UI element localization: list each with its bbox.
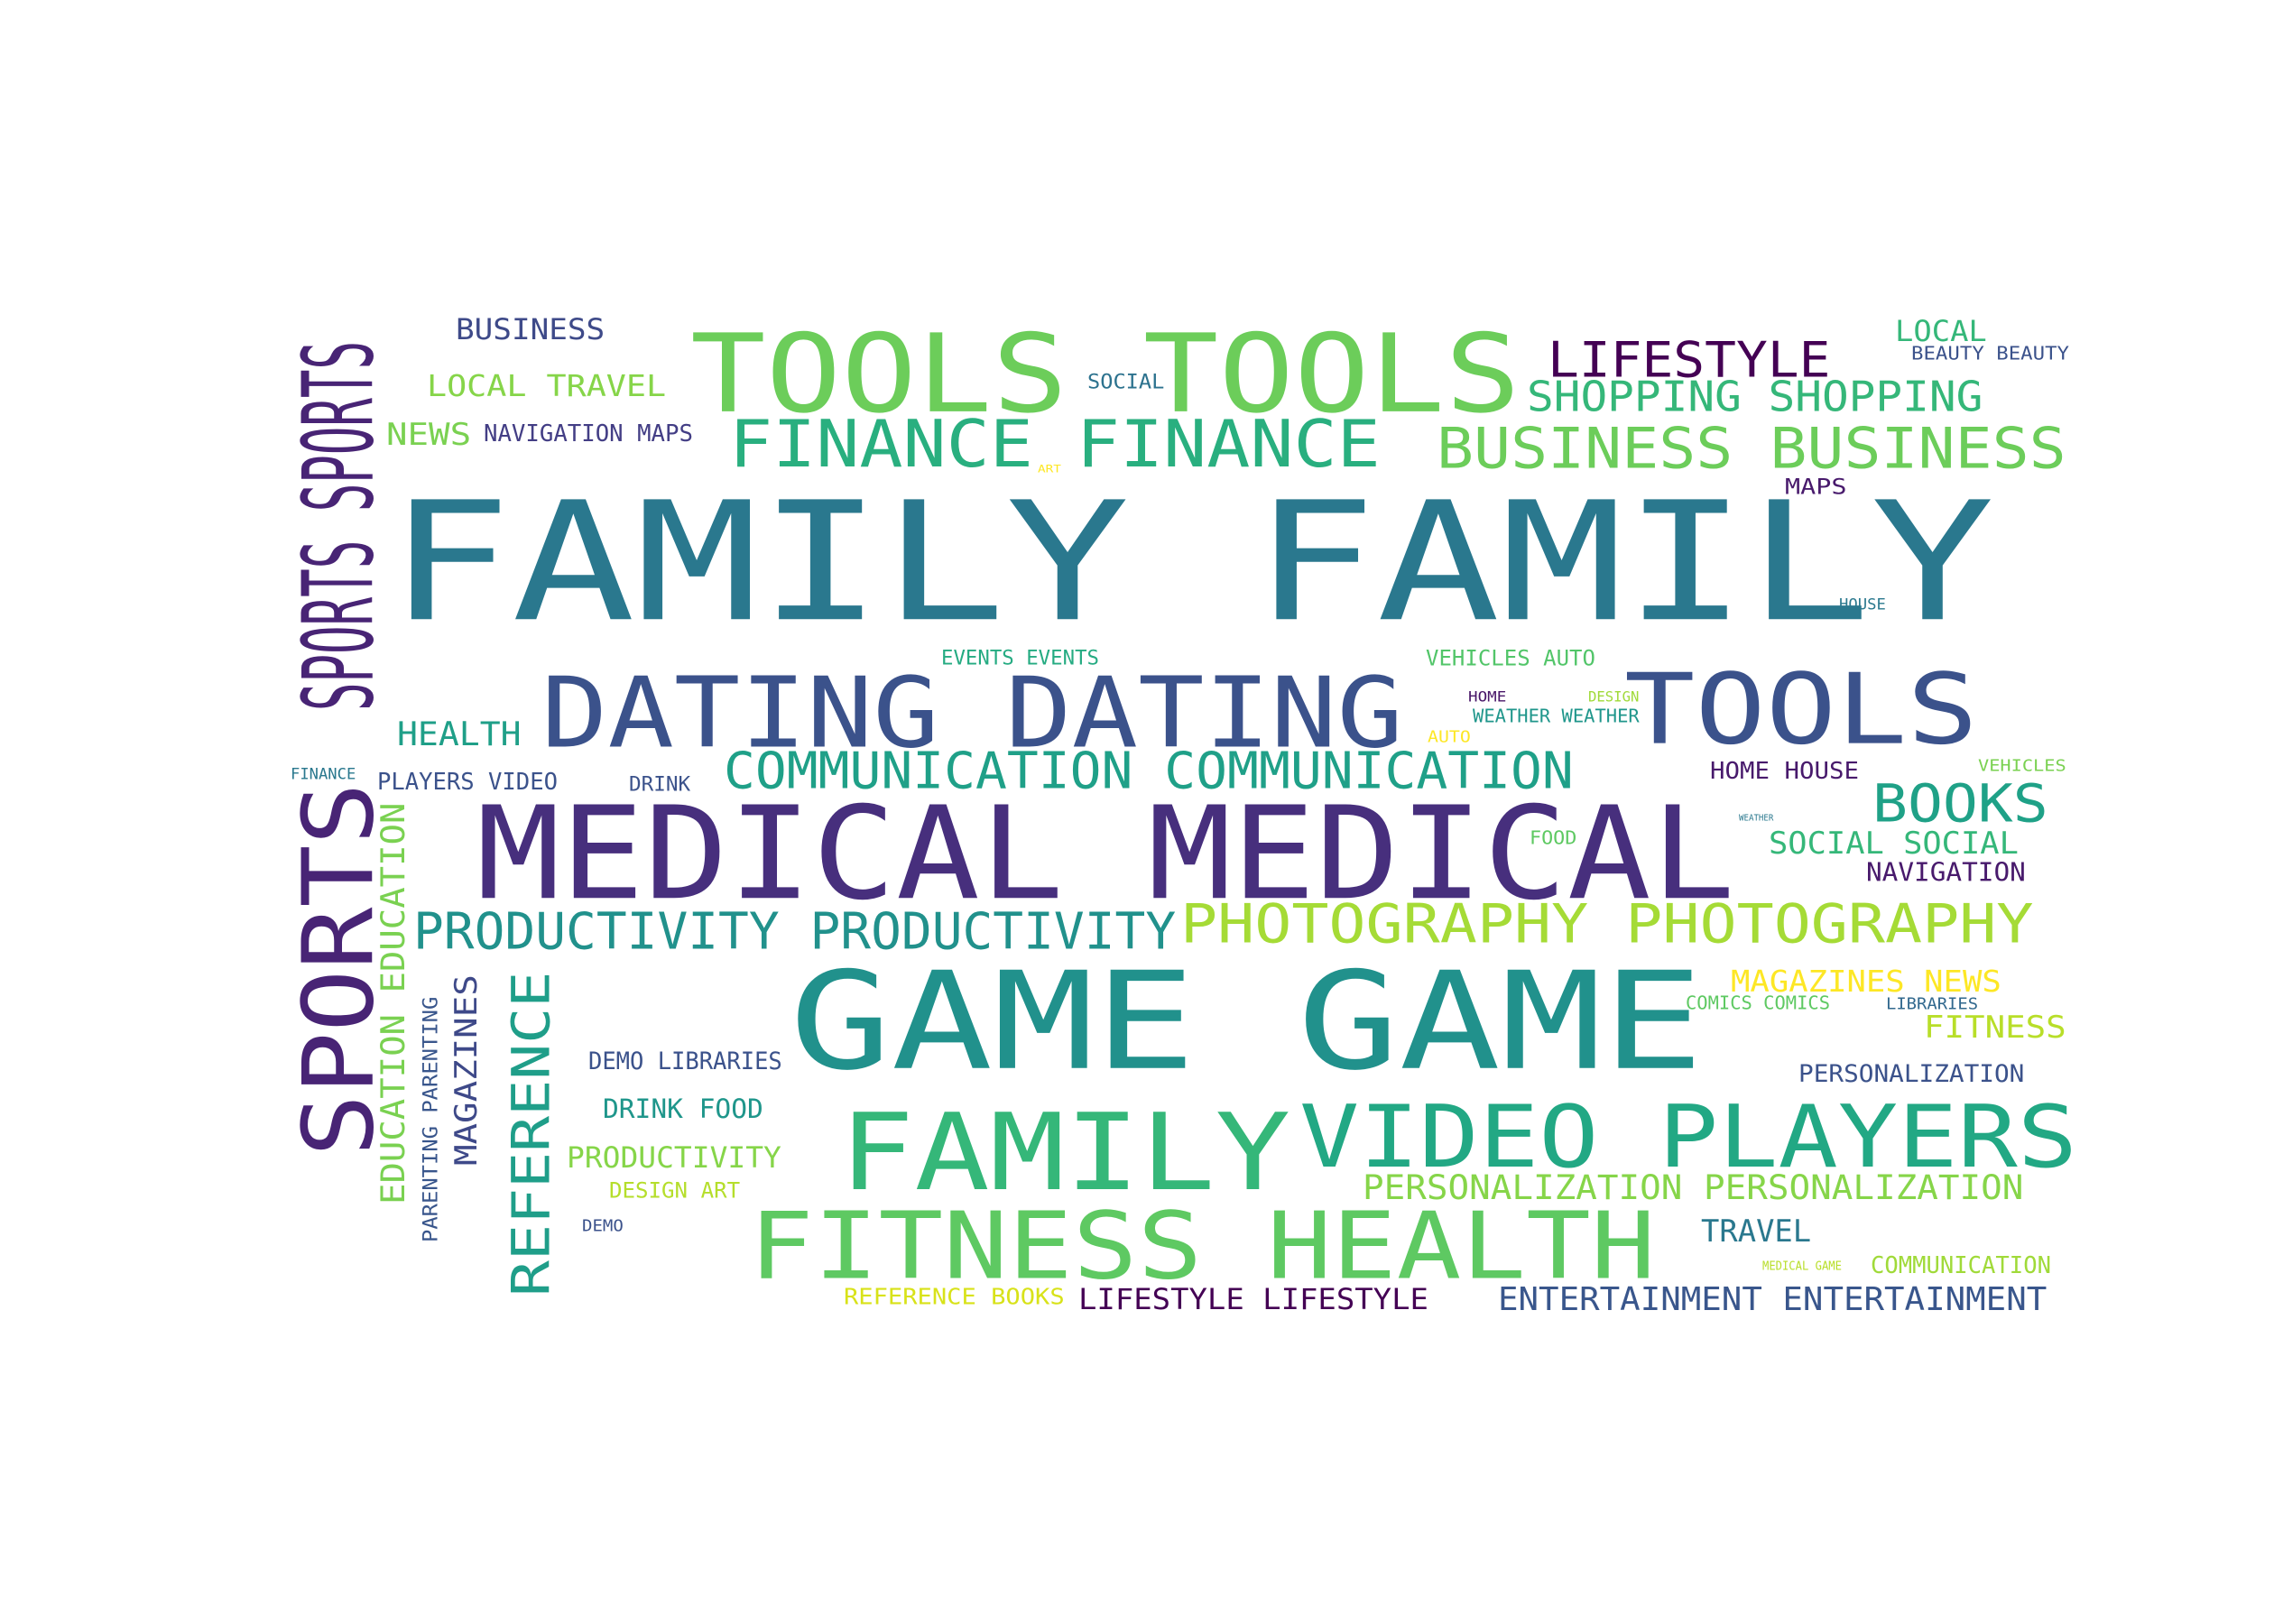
word-productivity: PRODUCTIVITY	[567, 1140, 781, 1175]
word-dating-dating: DATING DATING	[541, 657, 1403, 770]
word-productivity-productivity: PRODUCTIVITY PRODUCTIVITY	[413, 901, 1177, 962]
word-fitness-health: FITNESS HEALTH	[749, 1192, 1656, 1300]
word-parenting-parenting-vertical: PARENTING PARENTING	[419, 996, 442, 1242]
word-business-business: BUSINESS BUSINESS	[1437, 415, 2066, 482]
word-comics-comics: COMICS COMICS	[1686, 993, 1831, 1014]
word-weather-weather: WEATHER WEATHER	[1473, 706, 1640, 727]
word-finance: FINANCE	[291, 765, 356, 783]
word-events-events: EVENTS EVENTS	[941, 646, 1099, 669]
word-vehicles: VEHICLES	[1978, 756, 2066, 775]
word-libraries: LIBRARIES	[1886, 994, 1979, 1013]
word-personalization: PERSONALIZATION	[1798, 1059, 2025, 1088]
word-communication: COMMUNICATION	[1871, 1251, 2051, 1279]
word-art: ART	[1038, 463, 1061, 475]
word-design: DESIGN	[1588, 688, 1640, 706]
word-family: FAMILY	[839, 1091, 1291, 1215]
word-weather: WEATHER	[1739, 812, 1774, 823]
word-beauty-beauty: BEAUTY BEAUTY	[1911, 344, 2070, 364]
word-travel: TRAVEL	[1701, 1213, 1812, 1250]
word-house: HOUSE	[1839, 595, 1886, 614]
word-local: LOCAL	[1895, 314, 1987, 348]
word-magazines-news: MAGAZINES NEWS	[1731, 964, 2001, 999]
word-navigation-maps: NAVIGATION MAPS	[484, 420, 693, 448]
word-vehicles-auto: VEHICLES AUTO	[1426, 645, 1595, 671]
word-food: FOOD	[1530, 828, 1577, 849]
word-family-family: FAMILY FAMILY	[388, 467, 1995, 659]
word-magazines-vertical: MAGAZINES	[448, 974, 485, 1166]
word-personalization-personalization: PERSONALIZATION PERSONALIZATION	[1363, 1167, 2024, 1208]
word-design-art: DESIGN ART	[609, 1177, 741, 1204]
word-education-education-vertical: EDUCATION EDUCATION	[374, 802, 412, 1204]
word-navigation: NAVIGATION	[1866, 857, 2026, 888]
word-news: NEWS	[386, 417, 472, 453]
word-auto: AUTO	[1428, 727, 1471, 746]
word-books: BOOKS	[1872, 772, 2048, 835]
word-business: BUSINESS	[456, 312, 605, 346]
word-drink-food: DRINK FOOD	[603, 1093, 763, 1125]
word-health: HEALTH	[397, 715, 522, 753]
word-demo-libraries: DEMO LIBRARIES	[588, 1047, 782, 1075]
word-maps: MAPS	[1785, 474, 1847, 500]
word-fitness: FITNESS	[1924, 1010, 2066, 1046]
word-communication-communication: COMMUNICATION COMMUNICATION	[724, 741, 1574, 801]
word-finance-finance: FINANCE FINANCE	[729, 406, 1381, 483]
word-video-players: VIDEO PLAYERS	[1299, 1087, 2078, 1187]
word-reference-books: REFERENCE BOOKS	[844, 1283, 1065, 1310]
word-tools-tools: TOOLS TOOLS	[690, 310, 1521, 438]
word-sports-sports-vertical: SPORTS SPORTS	[282, 341, 396, 711]
word-lifestyle: LIFESTYLE	[1548, 330, 1831, 389]
word-shopping-shopping: SHOPPING SHOPPING	[1527, 373, 1983, 421]
word-demo: DEMO	[582, 1216, 624, 1235]
word-local-travel: LOCAL TRAVEL	[427, 368, 667, 403]
word-entertainment-entertainment: ENTERTAINMENT ENTERTAINMENT	[1498, 1281, 2048, 1318]
word-home-house: HOME HOUSE	[1710, 757, 1859, 785]
word-lifestyle-lifestyle: LIFESTYLE LIFESTYLE	[1078, 1282, 1428, 1316]
word-home: HOME	[1468, 688, 1507, 706]
word-medical-medical: MEDICAL MEDICAL	[476, 778, 1735, 929]
word-game-game: GAME GAME	[790, 942, 1705, 1101]
word-social: SOCIAL	[1087, 370, 1165, 393]
word-tools: TOOLS	[1624, 653, 1978, 767]
word-players-video: PLAYERS VIDEO	[377, 768, 558, 796]
word-photography-photography: PHOTOGRAPHY PHOTOGRAPHY	[1180, 892, 2034, 956]
word-social-social: SOCIAL SOCIAL	[1769, 826, 2019, 862]
word-drink: DRINK	[629, 772, 691, 796]
word-reference-vertical: REFERENCE	[500, 971, 562, 1296]
word-medical-game: MEDICAL GAME	[1762, 1259, 1842, 1273]
